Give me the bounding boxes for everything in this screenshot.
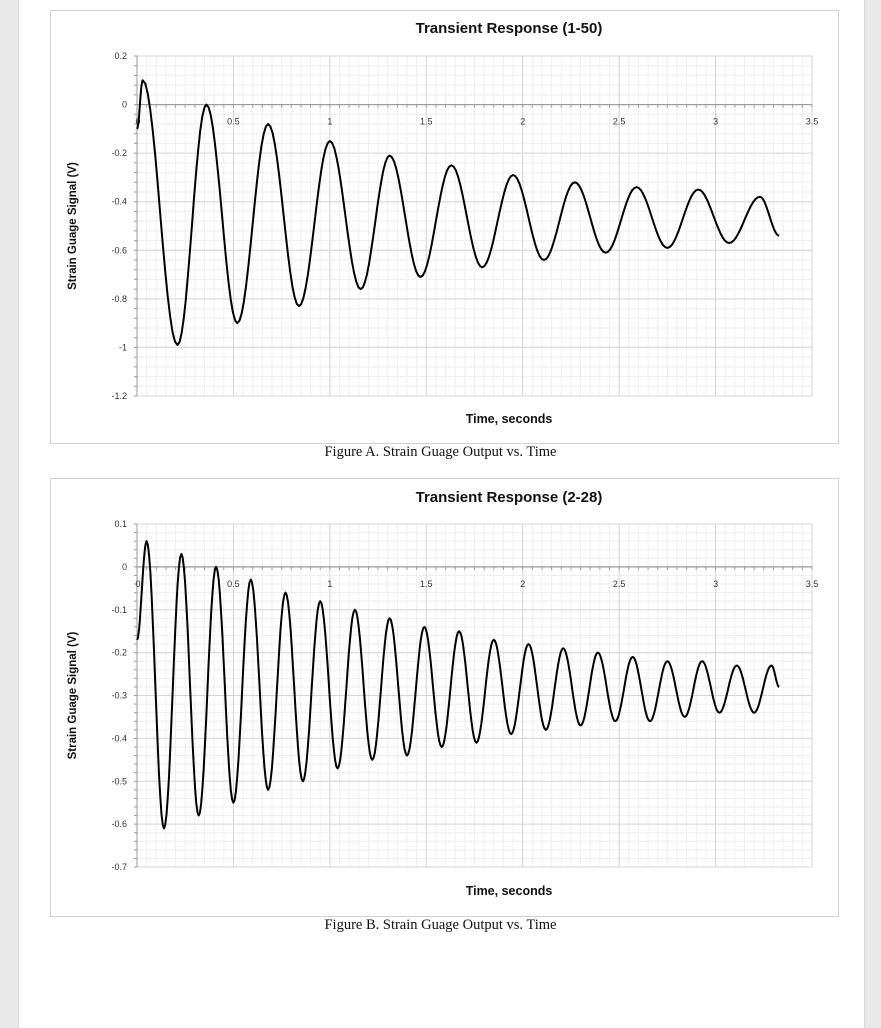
chart-a-y-tick-label: -0.2 — [111, 148, 127, 158]
chart-b-x-tick-label: 2.5 — [613, 579, 626, 589]
chart-a-y-tick-label: -1 — [119, 342, 127, 352]
chart-a-y-tick-label: 0.2 — [114, 51, 127, 61]
chart-a-y-tick-label: -0.8 — [111, 294, 127, 304]
chart-a-y-tick-label: -0.6 — [111, 245, 127, 255]
chart-b-y-tick-label: -0.4 — [111, 733, 127, 743]
chart-a-x-tick-label: 1.5 — [420, 117, 433, 127]
figure-a-caption: Figure A. Strain Guage Output vs. Time — [324, 444, 557, 460]
chart-a-y-tick-label: 0 — [122, 100, 127, 110]
chart-a-y-tick-label: -0.4 — [111, 197, 127, 207]
chart-b-y-tick-label: 0 — [122, 562, 127, 572]
chart-b-y-tick-label: -0.1 — [111, 605, 127, 615]
chart-b-y-axis-label: Strain Guage Signal (V) — [67, 631, 79, 759]
chart-a-x-tick-label: 2 — [520, 117, 525, 127]
chart-b-y-tick-label: -0.3 — [111, 691, 127, 701]
chart-b-y-tick-label: -0.5 — [111, 776, 127, 786]
chart-a-title: Transient Response (1-50) — [416, 20, 603, 37]
chart-a-x-tick-label: 3 — [713, 117, 718, 127]
chart-b-frame — [50, 478, 839, 917]
chart-a-x-tick-label: 0.5 — [227, 117, 240, 127]
chart-b-x-axis-label: Time, seconds — [466, 884, 553, 898]
chart-b-x-tick-label-origin: 0 — [135, 579, 140, 589]
chart-b-y-tick-label: 0.1 — [114, 519, 127, 529]
chart-b-y-tick-label: -0.6 — [111, 819, 127, 829]
chart-b-x-tick-label: 0.5 — [227, 579, 240, 589]
chart-b-x-tick-label: 2 — [520, 579, 525, 589]
chart-a-x-axis-label: Time, seconds — [466, 412, 553, 426]
chart-a-frame — [50, 10, 839, 444]
chart-a-y-axis-label: Strain Guage Signal (V) — [67, 162, 79, 290]
chart-b-title: Transient Response (2-28) — [416, 489, 603, 506]
chart-a-x-tick-label: 1 — [327, 117, 332, 127]
chart-b-y-tick-label: -0.7 — [111, 862, 127, 872]
chart-b-x-tick-label: 3.5 — [806, 579, 819, 589]
chart-a-series-line — [136, 79, 780, 346]
chart-b-x-tick-label: 1.5 — [420, 579, 433, 589]
chart-a-x-tick-label: 3.5 — [806, 117, 819, 127]
chart-b-y-tick-label: -0.2 — [111, 648, 127, 658]
chart-b-x-tick-label: 3 — [713, 579, 718, 589]
chart-b-x-tick-label: 1 — [327, 579, 332, 589]
chart-b-series-line — [136, 540, 780, 830]
chart-a-y-tick-label: -1.2 — [111, 391, 127, 401]
chart-a-x-tick-label: 2.5 — [613, 117, 626, 127]
figure-b-caption: Figure B. Strain Guage Output vs. Time — [324, 917, 557, 933]
